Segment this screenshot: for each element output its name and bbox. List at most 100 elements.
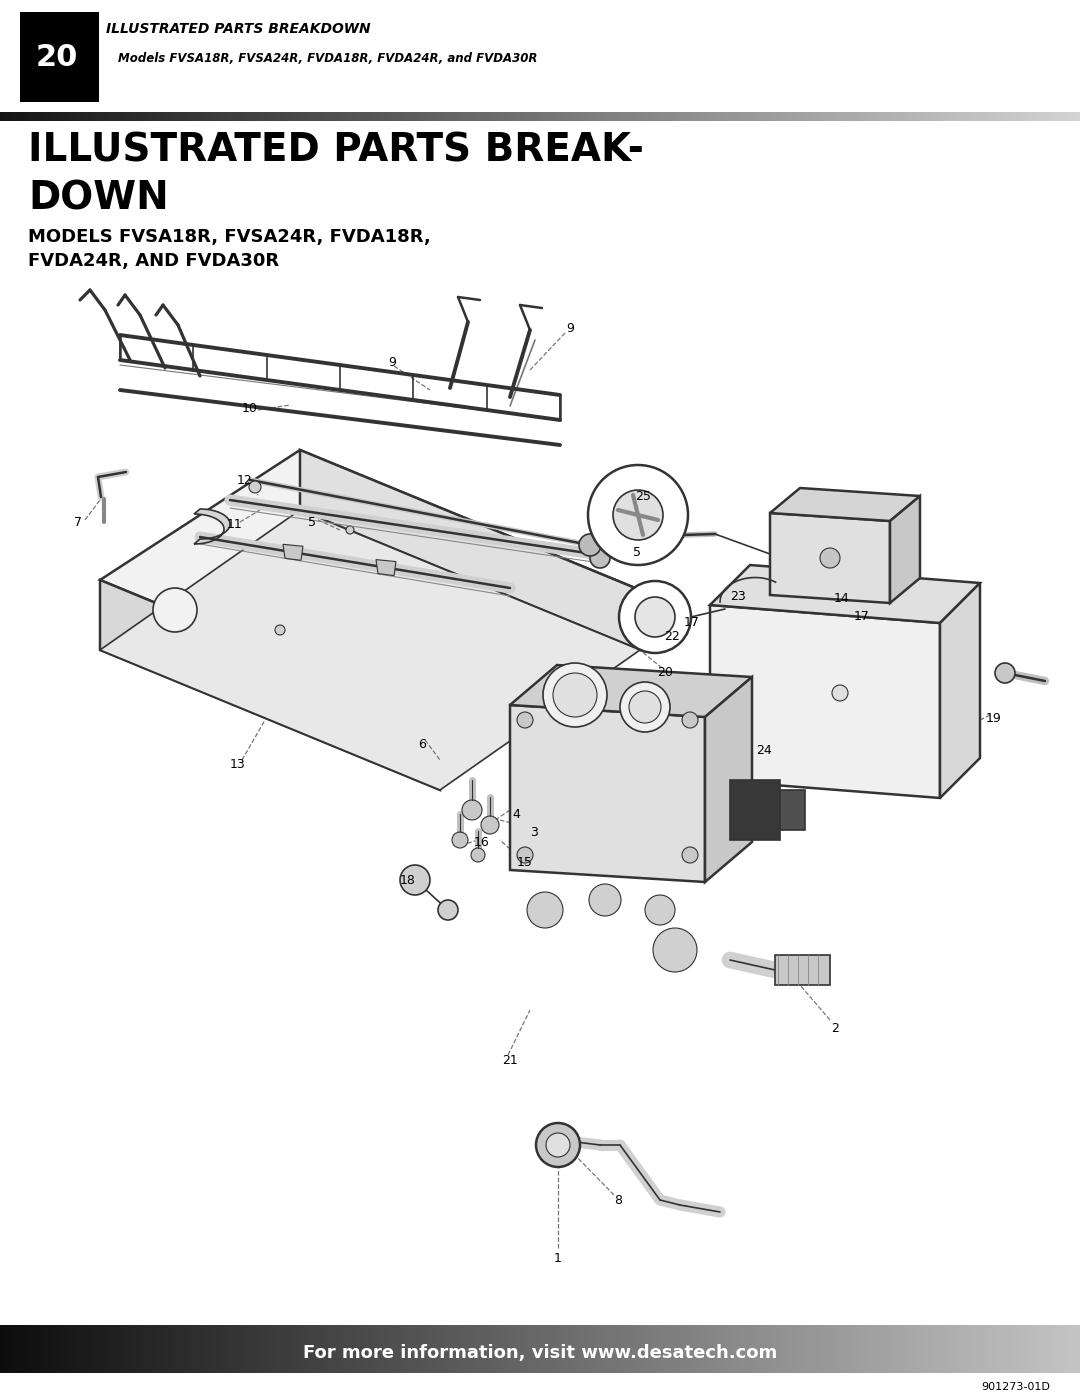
Circle shape xyxy=(681,847,698,863)
Text: 22: 22 xyxy=(664,630,680,644)
Bar xyxy=(967,1324,972,1373)
Bar xyxy=(86,112,92,122)
Bar xyxy=(1026,1324,1031,1373)
Text: 18: 18 xyxy=(400,873,416,887)
Bar xyxy=(518,112,524,122)
Bar xyxy=(248,112,254,122)
Bar xyxy=(405,1324,410,1373)
Bar xyxy=(799,112,805,122)
Bar xyxy=(535,1324,540,1373)
Bar xyxy=(902,112,907,122)
Bar xyxy=(653,1324,659,1373)
Bar xyxy=(875,112,880,122)
Polygon shape xyxy=(100,510,640,789)
Circle shape xyxy=(590,548,610,569)
Bar xyxy=(508,112,513,122)
Bar xyxy=(454,112,459,122)
Bar xyxy=(788,112,794,122)
Bar xyxy=(734,1324,740,1373)
Circle shape xyxy=(553,673,597,717)
Bar xyxy=(891,1324,896,1373)
Polygon shape xyxy=(890,496,920,604)
Polygon shape xyxy=(770,488,920,521)
Polygon shape xyxy=(705,678,752,882)
Bar xyxy=(270,112,275,122)
Bar xyxy=(124,1324,130,1373)
Circle shape xyxy=(588,465,688,564)
Bar xyxy=(346,112,351,122)
Bar xyxy=(254,1324,259,1373)
Bar xyxy=(934,112,940,122)
Bar xyxy=(718,1324,724,1373)
Bar xyxy=(448,1324,454,1373)
Bar xyxy=(767,112,772,122)
Text: 13: 13 xyxy=(230,759,246,771)
Bar xyxy=(243,112,248,122)
Bar xyxy=(988,112,994,122)
Bar xyxy=(848,1324,853,1373)
Bar xyxy=(626,112,632,122)
Bar xyxy=(130,112,135,122)
Bar xyxy=(194,1324,200,1373)
Bar xyxy=(578,1324,583,1373)
Bar xyxy=(373,1324,378,1373)
Bar xyxy=(470,1324,475,1373)
Bar xyxy=(659,1324,664,1373)
Text: 7: 7 xyxy=(75,515,82,528)
Bar xyxy=(383,112,389,122)
Circle shape xyxy=(613,490,663,541)
Bar xyxy=(756,112,761,122)
Text: 901273-01D: 901273-01D xyxy=(981,1382,1050,1391)
Bar xyxy=(113,1324,119,1373)
Bar xyxy=(232,112,238,122)
Bar xyxy=(243,1324,248,1373)
Bar xyxy=(216,112,221,122)
Bar xyxy=(775,956,831,985)
Bar xyxy=(751,112,756,122)
Bar xyxy=(616,1324,621,1373)
Bar xyxy=(783,112,788,122)
Bar xyxy=(853,1324,859,1373)
Bar xyxy=(54,112,59,122)
Bar xyxy=(167,112,173,122)
Bar xyxy=(923,1324,929,1373)
Bar xyxy=(491,1324,497,1373)
Bar xyxy=(11,112,16,122)
Bar xyxy=(907,1324,913,1373)
Bar xyxy=(232,1324,238,1373)
Bar xyxy=(22,1324,27,1373)
Bar xyxy=(940,112,945,122)
Bar xyxy=(880,112,886,122)
Text: 24: 24 xyxy=(756,743,772,757)
Bar xyxy=(313,112,319,122)
Text: 16: 16 xyxy=(474,837,490,849)
Bar xyxy=(227,1324,232,1373)
Bar xyxy=(945,112,950,122)
Bar xyxy=(81,112,86,122)
Bar xyxy=(491,112,497,122)
Bar xyxy=(97,112,103,122)
Bar xyxy=(848,112,853,122)
Bar xyxy=(599,112,605,122)
Bar xyxy=(157,1324,162,1373)
Bar xyxy=(38,112,43,122)
Bar xyxy=(286,112,292,122)
Bar xyxy=(513,1324,518,1373)
Bar xyxy=(432,1324,437,1373)
Bar xyxy=(740,1324,745,1373)
Bar xyxy=(32,112,38,122)
Circle shape xyxy=(438,900,458,921)
Bar xyxy=(1031,112,1037,122)
Bar xyxy=(702,1324,707,1373)
Bar xyxy=(780,789,805,830)
Bar xyxy=(805,1324,810,1373)
Text: 21: 21 xyxy=(502,1053,518,1066)
Bar xyxy=(16,112,22,122)
Circle shape xyxy=(619,581,691,652)
Bar xyxy=(0,112,5,122)
Circle shape xyxy=(653,928,697,972)
Bar xyxy=(356,112,362,122)
Bar xyxy=(589,112,594,122)
Bar xyxy=(864,112,869,122)
Bar xyxy=(556,1324,562,1373)
